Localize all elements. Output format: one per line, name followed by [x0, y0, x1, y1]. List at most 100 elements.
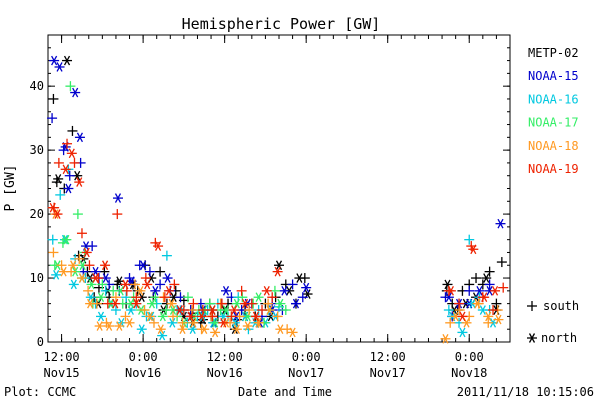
data-point-north — [461, 317, 472, 328]
data-point-north — [142, 279, 153, 290]
data-point-north — [301, 282, 312, 293]
data-point-south — [496, 257, 507, 268]
footer-left: Plot: CCMC — [4, 385, 76, 399]
data-point-north — [495, 218, 506, 229]
data-point-south — [64, 170, 75, 181]
data-point-south — [445, 317, 456, 328]
data-point-north — [481, 273, 492, 283]
series-noaa-15 — [47, 55, 506, 328]
data-point-north — [53, 174, 64, 184]
data-point-south — [48, 93, 59, 104]
data-point-north — [114, 321, 125, 331]
x-tick-date: Nov15 — [44, 366, 80, 380]
data-point-north — [144, 311, 155, 322]
x-axis-label: Date and Time — [238, 385, 332, 399]
data-point-south — [471, 273, 482, 284]
data-point-south — [287, 279, 298, 290]
data-point-south — [257, 305, 268, 316]
y-tick-label: 20 — [30, 207, 44, 221]
data-point-south — [169, 279, 180, 290]
data-point-south — [159, 292, 170, 303]
data-point-south — [483, 317, 494, 328]
data-point-north — [490, 286, 501, 296]
data-point-north — [120, 279, 131, 290]
data-point-north — [443, 292, 454, 303]
x-tick-time: 0:00 — [129, 350, 158, 364]
data-point-north — [131, 298, 142, 309]
data-point-north — [60, 164, 71, 175]
data-point-north — [76, 273, 87, 283]
data-point-north — [68, 279, 79, 290]
data-point-north — [150, 286, 161, 296]
x-tick-time: 12:00 — [207, 350, 243, 364]
data-point-north — [70, 87, 81, 98]
data-point-south — [454, 298, 465, 309]
data-point-north — [81, 247, 92, 258]
data-point-north — [261, 286, 272, 296]
data-point-south — [129, 279, 140, 290]
data-point-north — [253, 317, 264, 328]
data-point-north — [185, 311, 196, 322]
data-point-south — [464, 234, 475, 245]
data-point-north — [63, 183, 74, 194]
x-tick-time: 12:00 — [370, 350, 406, 364]
data-point-north — [166, 298, 177, 309]
data-point-south — [488, 305, 499, 316]
x-tick-date: Nov16 — [125, 366, 161, 380]
data-point-north — [95, 311, 106, 322]
x-tick-date: Nov16 — [207, 366, 243, 380]
x-tick-time: 0:00 — [292, 350, 321, 364]
data-point-north — [49, 55, 60, 66]
data-point-south — [83, 285, 94, 296]
data-point-north — [52, 209, 63, 219]
data-point-north — [68, 260, 79, 271]
data-point-south — [177, 317, 188, 328]
data-point-south — [280, 305, 291, 316]
data-point-south — [112, 209, 123, 220]
data-point-north — [100, 260, 111, 271]
data-point-south — [74, 253, 85, 264]
data-point-north — [66, 148, 77, 159]
data-point-south — [110, 305, 121, 316]
data-point-south — [155, 279, 166, 290]
data-point-north — [110, 298, 121, 309]
data-point-north — [54, 62, 65, 72]
data-point-north — [287, 327, 298, 338]
data-point-north — [474, 286, 485, 296]
data-point-north — [95, 292, 106, 303]
data-point-north — [472, 298, 483, 309]
data-point-north — [146, 298, 157, 309]
data-point-north — [483, 311, 494, 322]
data-point-south — [62, 138, 73, 149]
data-point-north — [163, 286, 174, 296]
data-point-south — [188, 298, 199, 309]
legend-entry: NOAA-18 — [528, 139, 579, 153]
x-tick-time: 0:00 — [455, 350, 484, 364]
data-point-south — [148, 317, 159, 328]
y-tick-label: 0 — [37, 335, 44, 349]
data-point-north — [274, 260, 284, 271]
x-tick-date: Nov17 — [370, 366, 406, 380]
data-point-north — [457, 311, 468, 322]
data-point-north — [468, 244, 479, 255]
data-point-north — [229, 305, 240, 315]
data-point-north — [210, 327, 221, 338]
footer-right: 2011/11/18 10:15:06 — [457, 385, 594, 399]
data-point-south — [272, 311, 283, 322]
data-point-north — [187, 324, 198, 335]
data-point-south — [454, 305, 465, 316]
data-point-north — [445, 286, 456, 296]
data-point-north — [457, 327, 468, 338]
series-noaa-19 — [47, 138, 509, 328]
series-noaa-18 — [48, 209, 504, 344]
data-point-north — [104, 321, 115, 331]
data-point-south — [491, 298, 502, 309]
data-point-north — [94, 321, 105, 331]
data-point-south — [182, 292, 193, 303]
data-point-south — [236, 285, 247, 296]
data-point-south — [67, 125, 78, 136]
data-point-south — [216, 298, 227, 309]
y-tick-label: 30 — [30, 143, 44, 157]
data-point-north — [138, 260, 149, 271]
